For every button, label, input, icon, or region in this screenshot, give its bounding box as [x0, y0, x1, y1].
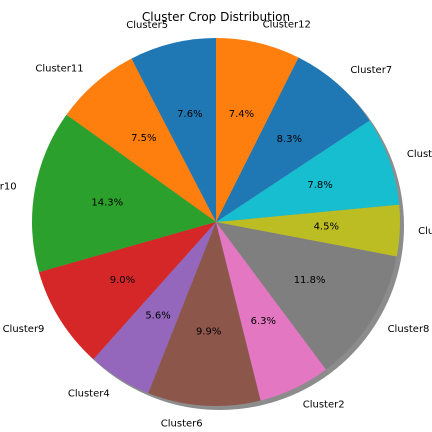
pie-slice-cluster3 — [216, 204, 400, 257]
pie-percent-label: 7.8% — [307, 180, 332, 191]
slice-labels: Cluster5 Cluster11 Cluster10 Cluster9 Cluste… — [0, 20, 432, 430]
pie-percent-label: 14.3% — [91, 198, 123, 209]
pie-slice-cluster5 — [131, 38, 216, 222]
pie-percent-label: 4.5% — [314, 222, 339, 233]
pie-slice-cluster11 — [66, 58, 217, 223]
pie-slice-label: Cluster4 — [68, 389, 110, 400]
pie-slice-label: Cluster11 — [35, 63, 83, 74]
pie-slice-label: Cluster10 — [0, 182, 17, 193]
pie-percent-label: 7.6% — [177, 109, 202, 120]
pie-slice-cluster9 — [38, 222, 216, 360]
pie-slice-label: Cluster9 — [3, 324, 45, 335]
pie-percent-label: 5.6% — [145, 310, 170, 321]
pie-slice-label: Cluster5 — [126, 20, 168, 31]
percent-labels: 7.6% 7.5% 14.3% 9.0% 5.6% 9.9% 6.3% 11.8% 4.5% 7.… — [91, 109, 339, 338]
pie-slice-label: Cluster1 — [407, 149, 432, 160]
pie-percent-label: 7.5% — [131, 133, 156, 144]
pie-slice-label: Cluster8 — [388, 324, 430, 335]
pie-percent-label: 11.8% — [294, 275, 326, 286]
pie-percent-label: 9.9% — [196, 327, 221, 338]
pie-percent-label: 6.3% — [251, 316, 276, 327]
pie-slice-cluster12 — [216, 38, 299, 222]
pie-slice-cluster4 — [93, 222, 216, 394]
pie-slice-label: Cluster7 — [350, 65, 392, 76]
pie-slices — [31, 38, 400, 407]
pie-percent-label: 8.3% — [277, 134, 302, 145]
pie-slice-label: Cluster6 — [161, 418, 203, 429]
pie-slice-cluster6 — [148, 222, 261, 407]
pie-slice-cluster2 — [216, 222, 327, 401]
pie-slice-label: Cluster2 — [303, 399, 345, 410]
pie-slice-cluster1 — [216, 120, 400, 222]
pie-slice-cluster8 — [216, 222, 397, 370]
pie-percent-label: 7.4% — [229, 109, 254, 120]
pie-percent-label: 9.0% — [110, 275, 135, 286]
pie-slice-cluster7 — [216, 57, 370, 223]
pie-slice-label: Cluster12 — [263, 20, 311, 31]
pie-slice-cluster10 — [31, 114, 217, 273]
pie-slice-label: Cluster3 — [418, 226, 432, 237]
chart-title: Cluster Crop Distribution — [142, 10, 290, 24]
